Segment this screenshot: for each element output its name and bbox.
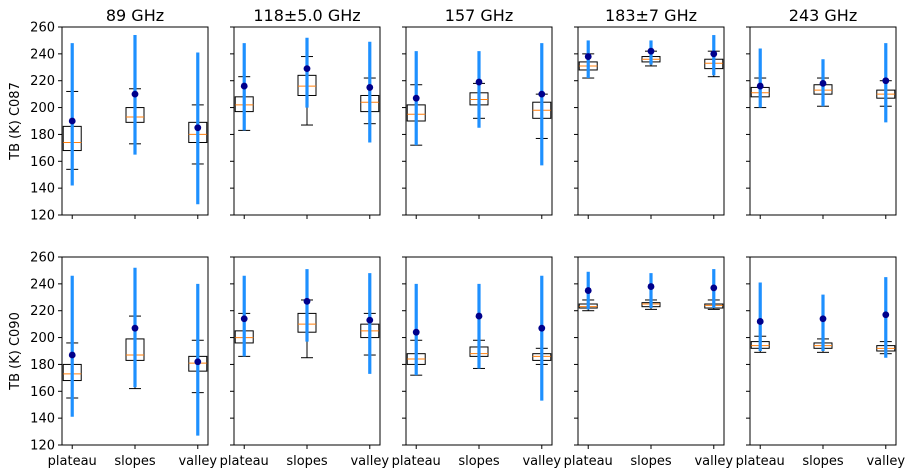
x-tick-label: plateau [392,454,441,468]
y-axis-label: TB (K) C087 [8,82,23,161]
mean-dot [756,318,764,325]
mean-dot [710,50,718,58]
mean-dot [194,358,202,366]
mean-dot [412,328,420,336]
mean-dot [131,324,139,332]
y-tick-label: 180 [30,358,55,373]
mean-dot [68,351,76,359]
mean-dot [194,124,202,132]
mean-dot [303,65,311,73]
mean-dot [584,287,592,294]
y-tick-label: 220 [30,74,55,89]
panel-title: 157 GHz [445,6,513,25]
y-tick-label: 160 [30,385,55,400]
y-tick-label: 200 [30,331,55,346]
y-tick-label: 160 [30,155,55,170]
y-tick-label: 140 [30,182,55,197]
y-tick-label: 120 [30,209,55,224]
y-tick-label: 260 [30,251,55,266]
mean-dot [647,47,655,55]
mean-dot [819,80,827,87]
x-tick-label: plateau [564,454,613,468]
mean-dot [584,53,592,60]
mean-dot [366,84,374,91]
panel-title: 89 GHz [106,6,164,25]
mean-dot [647,283,655,290]
x-tick-label: valley [866,454,905,468]
mean-dot [412,94,420,102]
x-tick-label: plateau [220,454,269,468]
panel-title: 183±7 GHz [605,6,697,25]
mean-dot [538,90,546,98]
y-tick-label: 140 [30,412,55,427]
y-tick-label: 260 [30,21,55,36]
mean-dot [240,82,248,90]
y-tick-label: 240 [30,277,55,292]
panel-title: 118±5.0 GHz [253,6,360,25]
mean-dot [475,78,483,86]
y-tick-label: 180 [30,128,55,143]
x-tick-label: valley [178,454,217,468]
x-tick-label: plateau [48,454,97,468]
x-tick-label: slopes [630,454,672,468]
mean-dot [882,77,890,85]
mean-dot [475,312,483,320]
x-tick-label: valley [350,454,389,468]
x-tick-label: valley [522,454,561,468]
mean-dot [131,90,139,98]
mean-dot [303,297,311,305]
x-tick-label: slopes [458,454,500,468]
mean-dot [240,315,248,323]
y-tick-label: 220 [30,304,55,319]
mean-dot [366,316,374,324]
mean-dot [819,315,827,323]
x-tick-label: valley [694,454,733,468]
mean-dot [710,284,718,292]
mean-dot [538,324,546,332]
y-tick-label: 240 [30,47,55,62]
x-tick-label: plateau [736,454,785,468]
x-tick-label: slopes [802,454,844,468]
mean-dot [756,82,764,90]
mean-dot [882,311,890,319]
panel-frame [749,26,897,216]
mean-dot [68,117,76,125]
x-tick-label: slopes [286,454,328,468]
y-tick-label: 200 [30,101,55,116]
y-axis-label: TB (K) C090 [8,312,23,391]
y-tick-label: 120 [30,439,55,454]
panel-title: 243 GHz [789,6,857,25]
x-tick-label: slopes [114,454,156,468]
